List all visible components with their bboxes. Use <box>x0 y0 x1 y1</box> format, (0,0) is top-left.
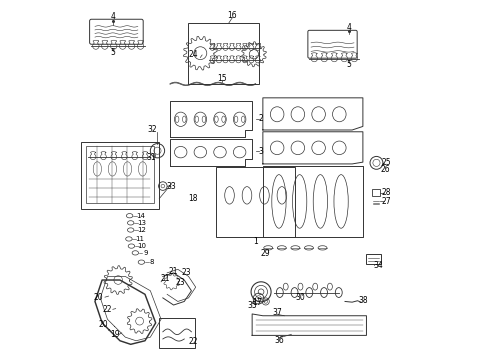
Text: 21: 21 <box>161 274 171 283</box>
Text: 37: 37 <box>272 309 282 318</box>
Text: 12: 12 <box>137 227 146 233</box>
Text: 3: 3 <box>259 147 264 156</box>
Text: 16: 16 <box>228 11 237 20</box>
Text: 2: 2 <box>259 114 264 123</box>
Text: 23: 23 <box>175 278 185 287</box>
Text: 9: 9 <box>144 250 148 256</box>
Text: 14: 14 <box>136 213 145 219</box>
Text: 1: 1 <box>253 237 258 246</box>
Text: 23: 23 <box>181 268 191 277</box>
Text: 31: 31 <box>147 153 156 162</box>
Text: 18: 18 <box>189 194 198 203</box>
Text: 29: 29 <box>261 249 270 258</box>
Bar <box>159 318 195 348</box>
Text: 4: 4 <box>346 23 351 32</box>
Text: 34: 34 <box>373 261 383 270</box>
Text: 28: 28 <box>381 188 391 197</box>
Bar <box>217 167 295 237</box>
Text: 30: 30 <box>295 293 305 302</box>
Text: 5: 5 <box>346 60 351 69</box>
Text: 27: 27 <box>381 197 391 206</box>
Text: 21: 21 <box>169 267 178 276</box>
Text: 20: 20 <box>94 293 103 302</box>
Text: 32: 32 <box>147 126 157 135</box>
Text: 8: 8 <box>150 259 154 265</box>
Text: 5: 5 <box>110 48 115 57</box>
Text: 17: 17 <box>253 298 262 307</box>
Bar <box>86 146 154 203</box>
Text: 11: 11 <box>135 236 144 242</box>
Text: 35: 35 <box>247 301 257 310</box>
Text: 26: 26 <box>381 165 390 174</box>
Text: 38: 38 <box>358 296 368 305</box>
Text: 33: 33 <box>167 181 176 190</box>
Text: 22: 22 <box>189 337 198 346</box>
Text: 15: 15 <box>217 74 226 83</box>
Bar <box>372 189 380 196</box>
Bar <box>81 143 159 208</box>
Text: 36: 36 <box>274 336 284 345</box>
Text: 22: 22 <box>103 305 112 314</box>
Bar <box>188 23 259 84</box>
Text: 4: 4 <box>110 12 115 21</box>
Text: 25: 25 <box>381 158 391 167</box>
Text: 24: 24 <box>188 50 198 59</box>
Text: 13: 13 <box>137 220 146 226</box>
Text: 10: 10 <box>138 243 147 249</box>
Bar <box>367 254 381 264</box>
Text: 20: 20 <box>98 320 108 329</box>
Text: 19: 19 <box>110 330 120 339</box>
